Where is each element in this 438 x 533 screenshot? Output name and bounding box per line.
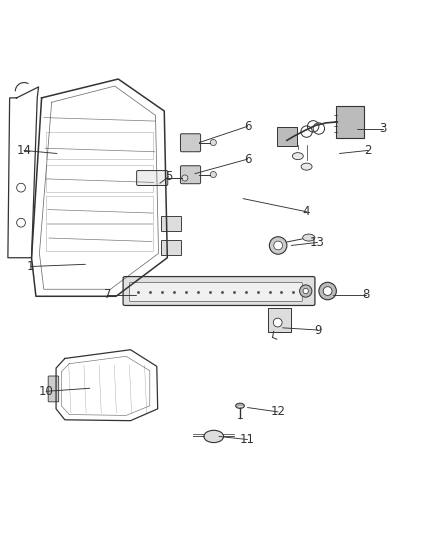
FancyBboxPatch shape bbox=[161, 240, 181, 255]
Text: 6: 6 bbox=[244, 152, 251, 166]
Text: 12: 12 bbox=[271, 406, 286, 418]
Text: 1: 1 bbox=[27, 260, 35, 273]
FancyBboxPatch shape bbox=[277, 127, 297, 146]
Circle shape bbox=[273, 318, 282, 327]
Circle shape bbox=[303, 288, 308, 294]
Ellipse shape bbox=[236, 403, 244, 408]
Circle shape bbox=[300, 285, 312, 297]
Circle shape bbox=[323, 287, 332, 295]
Text: 11: 11 bbox=[240, 433, 255, 446]
Text: 2: 2 bbox=[364, 144, 372, 157]
Ellipse shape bbox=[293, 152, 304, 159]
Text: 3: 3 bbox=[380, 122, 387, 135]
Ellipse shape bbox=[303, 234, 315, 241]
Circle shape bbox=[269, 237, 287, 254]
Text: 4: 4 bbox=[303, 205, 311, 218]
Text: 7: 7 bbox=[103, 288, 111, 302]
FancyBboxPatch shape bbox=[180, 166, 201, 184]
Text: 5: 5 bbox=[165, 170, 172, 183]
FancyBboxPatch shape bbox=[123, 277, 315, 305]
Circle shape bbox=[274, 241, 283, 250]
Circle shape bbox=[182, 175, 188, 181]
Text: 6: 6 bbox=[244, 120, 251, 133]
Text: 8: 8 bbox=[362, 288, 369, 302]
Circle shape bbox=[319, 282, 336, 300]
FancyBboxPatch shape bbox=[336, 106, 364, 138]
Circle shape bbox=[210, 172, 216, 177]
Text: 13: 13 bbox=[310, 236, 325, 249]
FancyBboxPatch shape bbox=[130, 282, 302, 302]
Text: 10: 10 bbox=[39, 385, 53, 398]
FancyBboxPatch shape bbox=[180, 134, 201, 152]
Ellipse shape bbox=[204, 430, 223, 442]
FancyBboxPatch shape bbox=[137, 171, 168, 185]
Text: 9: 9 bbox=[314, 324, 321, 336]
FancyBboxPatch shape bbox=[48, 376, 59, 402]
Circle shape bbox=[210, 140, 216, 146]
FancyBboxPatch shape bbox=[161, 216, 181, 231]
Ellipse shape bbox=[301, 163, 312, 170]
Text: 14: 14 bbox=[17, 144, 32, 157]
FancyBboxPatch shape bbox=[268, 308, 291, 332]
